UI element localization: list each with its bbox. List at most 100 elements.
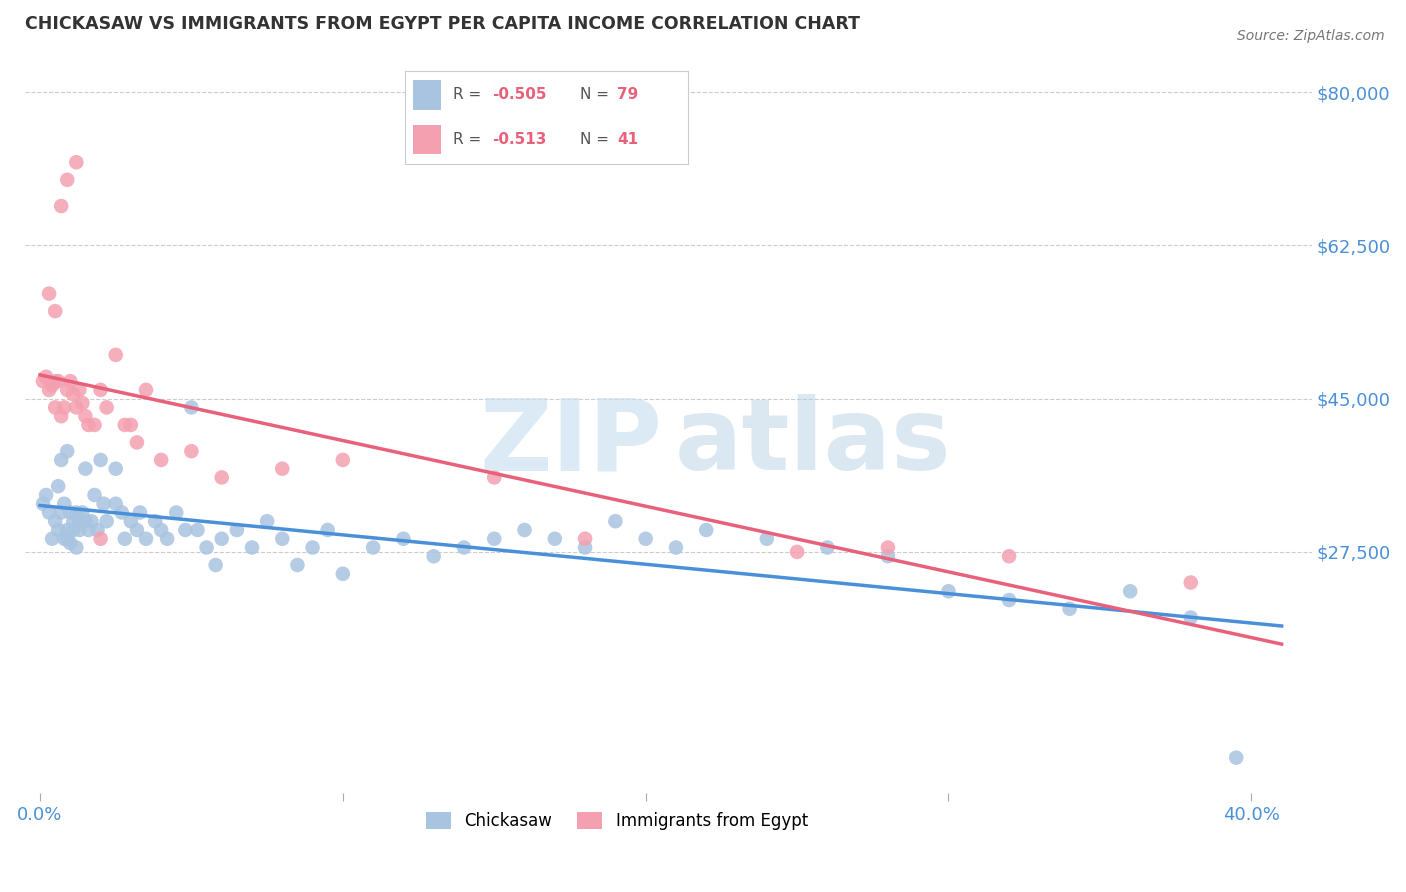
- Point: [484, 532, 506, 546]
- Point: [271, 532, 294, 546]
- Point: [1180, 610, 1202, 624]
- Point: [180, 444, 202, 458]
- Point: [186, 523, 208, 537]
- Point: [96, 401, 118, 415]
- Text: atlas: atlas: [675, 394, 952, 491]
- Point: [998, 549, 1021, 564]
- Point: [204, 558, 226, 572]
- Point: [96, 514, 118, 528]
- Point: [114, 417, 136, 432]
- Point: [83, 488, 105, 502]
- Point: [75, 461, 97, 475]
- Point: [56, 173, 79, 187]
- Point: [332, 453, 354, 467]
- Point: [104, 461, 127, 475]
- Point: [67, 523, 90, 537]
- Point: [125, 523, 148, 537]
- Text: ZIP: ZIP: [479, 394, 662, 491]
- Point: [35, 369, 58, 384]
- Point: [83, 417, 105, 432]
- Point: [605, 514, 627, 528]
- Point: [44, 304, 66, 318]
- Point: [120, 417, 142, 432]
- Point: [815, 541, 838, 555]
- Point: [44, 374, 66, 388]
- Point: [56, 383, 79, 397]
- Point: [86, 523, 108, 537]
- Point: [53, 401, 76, 415]
- Point: [695, 523, 717, 537]
- Point: [135, 532, 157, 546]
- Point: [53, 532, 76, 546]
- Point: [211, 470, 233, 484]
- Point: [1180, 575, 1202, 590]
- Point: [120, 514, 142, 528]
- Point: [44, 514, 66, 528]
- Point: [174, 523, 197, 537]
- Point: [44, 401, 66, 415]
- Point: [51, 409, 73, 424]
- Point: [72, 396, 94, 410]
- Point: [225, 523, 247, 537]
- Point: [51, 506, 73, 520]
- Point: [46, 479, 69, 493]
- Point: [301, 541, 323, 555]
- Point: [104, 497, 127, 511]
- Point: [56, 532, 79, 546]
- Point: [180, 401, 202, 415]
- Point: [361, 541, 384, 555]
- Point: [271, 461, 294, 475]
- Point: [392, 532, 415, 546]
- Point: [32, 497, 55, 511]
- Point: [77, 417, 100, 432]
- Text: CHICKASAW VS IMMIGRANTS FROM EGYPT PER CAPITA INCOME CORRELATION CHART: CHICKASAW VS IMMIGRANTS FROM EGYPT PER C…: [25, 15, 860, 33]
- Point: [62, 514, 84, 528]
- Point: [90, 532, 112, 546]
- Point: [59, 536, 82, 550]
- Point: [46, 374, 69, 388]
- Point: [75, 409, 97, 424]
- Point: [574, 541, 596, 555]
- Point: [80, 514, 103, 528]
- Point: [75, 514, 97, 528]
- Point: [77, 523, 100, 537]
- Point: [59, 374, 82, 388]
- Point: [332, 566, 354, 581]
- Point: [67, 514, 90, 528]
- Point: [877, 549, 900, 564]
- Point: [72, 506, 94, 520]
- Point: [316, 523, 339, 537]
- Point: [53, 497, 76, 511]
- Point: [56, 523, 79, 537]
- Point: [90, 383, 112, 397]
- Point: [150, 523, 173, 537]
- Point: [634, 532, 657, 546]
- Point: [46, 523, 69, 537]
- Point: [125, 435, 148, 450]
- Point: [287, 558, 309, 572]
- Point: [62, 523, 84, 537]
- Point: [41, 532, 63, 546]
- Point: [877, 541, 900, 555]
- Point: [90, 453, 112, 467]
- Point: [59, 506, 82, 520]
- Point: [111, 506, 134, 520]
- Point: [62, 387, 84, 401]
- Point: [104, 348, 127, 362]
- Point: [129, 506, 152, 520]
- Point: [67, 383, 90, 397]
- Point: [211, 532, 233, 546]
- Point: [35, 488, 58, 502]
- Point: [938, 584, 960, 599]
- Point: [38, 383, 60, 397]
- Point: [93, 497, 115, 511]
- Point: [1225, 750, 1247, 764]
- Point: [51, 453, 73, 467]
- Point: [135, 383, 157, 397]
- Point: [38, 286, 60, 301]
- Point: [240, 541, 263, 555]
- Point: [1119, 584, 1142, 599]
- Point: [422, 549, 444, 564]
- Point: [32, 374, 55, 388]
- Point: [65, 401, 87, 415]
